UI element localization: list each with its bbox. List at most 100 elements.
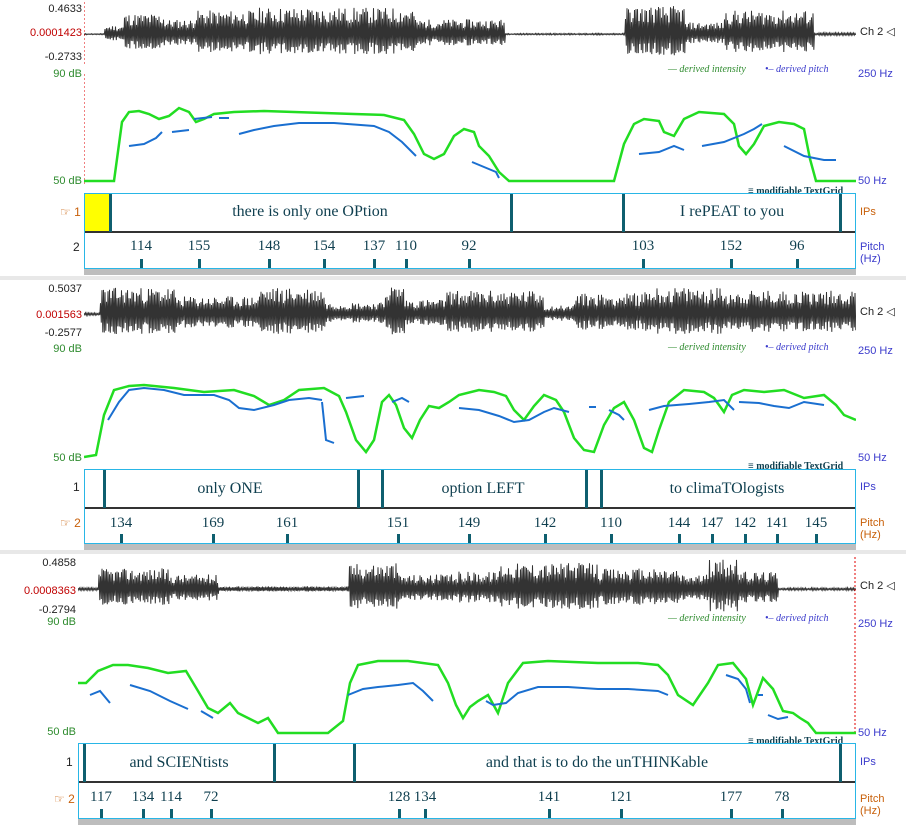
pitch-point-label[interactable]: 144 xyxy=(668,515,691,532)
pitch-point-tick[interactable] xyxy=(744,534,747,543)
pitch-point-tick[interactable] xyxy=(212,534,215,543)
pitch-point-tick[interactable] xyxy=(730,259,733,268)
pitch-point-label[interactable]: 149 xyxy=(458,515,481,532)
pitch-point-label[interactable]: 117 xyxy=(90,789,112,806)
pitch-point-label[interactable]: 161 xyxy=(276,515,299,532)
pitch-point-label[interactable]: 103 xyxy=(632,238,655,255)
speaker-icon[interactable]: ◁ xyxy=(886,26,894,38)
speaker-icon[interactable]: ◁ xyxy=(886,580,894,592)
channel-label[interactable]: Ch 2 ◁ xyxy=(860,25,895,38)
pitch-intensity-plot[interactable] xyxy=(78,623,856,735)
tier-2-name[interactable]: Pitch (Hz) xyxy=(860,241,906,265)
pitch-point-label[interactable]: 151 xyxy=(387,515,410,532)
pitch-point-label[interactable]: 114 xyxy=(160,789,182,806)
pitch-point-label[interactable]: 177 xyxy=(720,789,743,806)
pitch-point-tick[interactable] xyxy=(711,534,714,543)
pitch-point-label[interactable]: 155 xyxy=(188,238,211,255)
interval-boundary[interactable] xyxy=(839,194,842,232)
pitch-intensity-plot[interactable] xyxy=(84,350,856,462)
interval-boundary[interactable] xyxy=(103,470,106,508)
pitch-point-label[interactable]: 169 xyxy=(202,515,225,532)
scrollbar[interactable] xyxy=(84,269,856,275)
tier-1-name[interactable]: IPs xyxy=(860,481,876,493)
pitch-point-label[interactable]: 137 xyxy=(363,238,386,255)
interval-boundary[interactable] xyxy=(381,470,384,508)
interval-text[interactable]: I rePEAT to you xyxy=(680,203,784,221)
pitch-point-tick[interactable] xyxy=(397,534,400,543)
pitch-point-label[interactable]: 134 xyxy=(132,789,155,806)
waveform[interactable] xyxy=(78,557,856,619)
selected-interval[interactable] xyxy=(85,194,109,232)
tier-1-number[interactable]: 1 xyxy=(73,480,80,494)
speaker-icon[interactable]: ◁ xyxy=(886,306,894,318)
pitch-point-tick[interactable] xyxy=(142,809,145,818)
interval-text[interactable]: and that is to do the unTHINKable xyxy=(486,754,708,772)
pitch-point-tick[interactable] xyxy=(678,534,681,543)
interval-boundary[interactable] xyxy=(353,744,356,782)
pitch-point-label[interactable]: 134 xyxy=(414,789,437,806)
pitch-point-tick[interactable] xyxy=(544,534,547,543)
pitch-point-label[interactable]: 141 xyxy=(538,789,561,806)
pitch-point-tick[interactable] xyxy=(100,809,103,818)
pitch-point-tick[interactable] xyxy=(198,259,201,268)
pitch-point-label[interactable]: 152 xyxy=(720,238,743,255)
pitch-point-tick[interactable] xyxy=(140,259,143,268)
pitch-point-tick[interactable] xyxy=(268,259,271,268)
pitch-point-label[interactable]: 78 xyxy=(775,789,790,806)
pitch-point-tick[interactable] xyxy=(776,534,779,543)
pitch-point-label[interactable]: 148 xyxy=(258,238,281,255)
scrollbar[interactable] xyxy=(78,819,856,825)
pitch-point-tick[interactable] xyxy=(642,259,645,268)
tier-1-name[interactable]: IPs xyxy=(860,206,876,218)
pitch-point-label[interactable]: 141 xyxy=(766,515,789,532)
pitch-point-tick[interactable] xyxy=(210,809,213,818)
pitch-point-label[interactable]: 110 xyxy=(600,515,622,532)
channel-label[interactable]: Ch 2 ◁ xyxy=(860,305,895,318)
pitch-point-tick[interactable] xyxy=(730,809,733,818)
interval-text[interactable]: only ONE xyxy=(197,480,262,498)
interval-boundary[interactable] xyxy=(273,744,276,782)
tier-2-number[interactable]: 2 xyxy=(73,240,80,254)
interval-boundary[interactable] xyxy=(839,744,842,782)
textgrid[interactable]: and SCIENtists and that is to do the unT… xyxy=(78,743,856,819)
pitch-point-label[interactable]: 92 xyxy=(462,238,477,255)
interval-boundary[interactable] xyxy=(510,194,513,232)
interval-text[interactable]: to climaTOlogists xyxy=(670,480,785,498)
interval-boundary[interactable] xyxy=(600,470,603,508)
pitch-point-label[interactable]: 154 xyxy=(313,238,336,255)
interval-boundary[interactable] xyxy=(83,744,86,782)
tier-1-number[interactable]: 1 xyxy=(66,755,73,769)
pitch-point-tick[interactable] xyxy=(398,809,401,818)
pitch-point-label[interactable]: 114 xyxy=(130,238,152,255)
pitch-point-tick[interactable] xyxy=(424,809,427,818)
pitch-point-label[interactable]: 110 xyxy=(395,238,417,255)
waveform[interactable] xyxy=(84,282,856,344)
tier-2-name[interactable]: Pitch (Hz) xyxy=(860,793,906,817)
pitch-point-label[interactable]: 134 xyxy=(110,515,133,532)
waveform[interactable] xyxy=(84,2,856,64)
interval-boundary[interactable] xyxy=(357,470,360,508)
pitch-point-tick[interactable] xyxy=(620,809,623,818)
pitch-point-tick[interactable] xyxy=(468,534,471,543)
interval-boundary[interactable] xyxy=(585,470,588,508)
textgrid[interactable]: there is only one OPtion I rePEAT to you… xyxy=(84,193,856,269)
pitch-point-label[interactable]: 145 xyxy=(805,515,828,532)
tier-2-number[interactable]: ☞ 2 xyxy=(54,792,75,806)
tier-1-name[interactable]: IPs xyxy=(860,756,876,768)
tier-1-number[interactable]: ☞ 1 xyxy=(60,205,81,219)
interval-text[interactable]: option LEFT xyxy=(441,480,524,498)
pitch-point-tick[interactable] xyxy=(781,809,784,818)
interval-text[interactable]: there is only one OPtion xyxy=(232,203,388,221)
textgrid[interactable]: only ONE option LEFT to climaTOlogists 1… xyxy=(84,469,856,544)
pitch-point-label[interactable]: 72 xyxy=(204,789,219,806)
pitch-point-label[interactable]: 142 xyxy=(734,515,757,532)
pitch-point-label[interactable]: 147 xyxy=(701,515,724,532)
pitch-point-tick[interactable] xyxy=(815,534,818,543)
pitch-point-tick[interactable] xyxy=(548,809,551,818)
pitch-point-tick[interactable] xyxy=(120,534,123,543)
interval-boundary[interactable] xyxy=(109,194,112,232)
pitch-point-tick[interactable] xyxy=(610,534,613,543)
pitch-point-tick[interactable] xyxy=(170,809,173,818)
pitch-point-tick[interactable] xyxy=(373,259,376,268)
pitch-point-label[interactable]: 121 xyxy=(610,789,633,806)
